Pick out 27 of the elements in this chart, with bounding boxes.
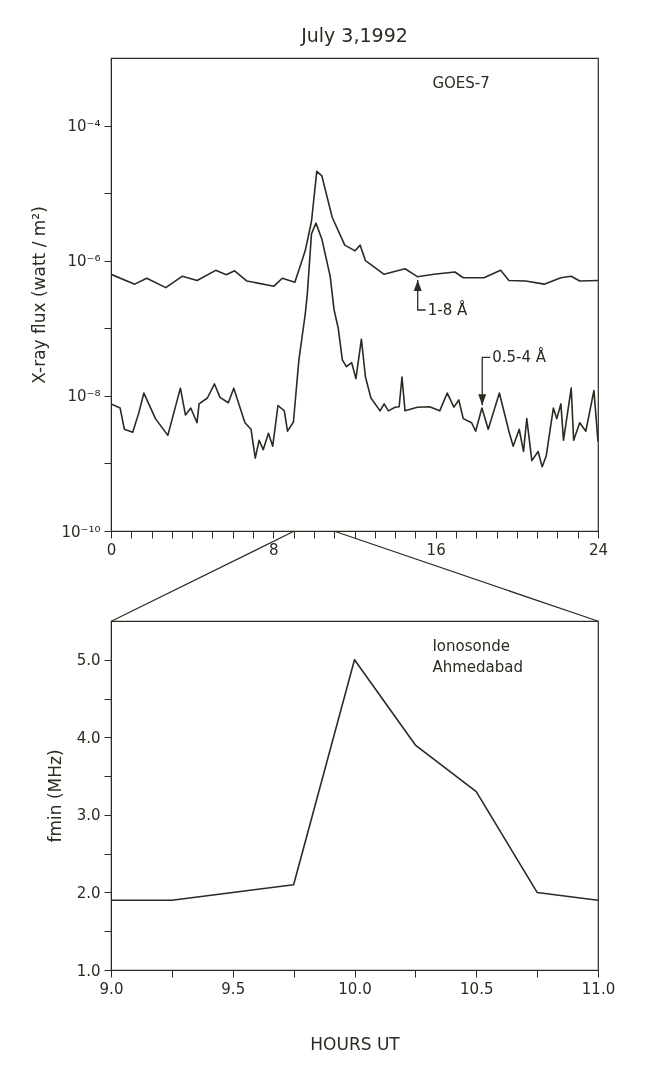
x-tick-label: 11.0 [581,979,616,998]
y-tick-label: 10⁻⁸ [67,387,101,406]
annotation: Ionosonde [432,637,510,655]
x-tick-label: 10.5 [460,979,494,998]
chart-title: July 3,1992 [300,24,408,46]
y-tick-label: 3.0 [76,806,101,825]
y-tick-label: 4.0 [76,728,101,747]
x-tick-label: 24 [588,540,609,559]
x-tick-label: 9.5 [221,979,246,998]
series-label: 0.5-4 Å [492,347,547,367]
y-tick-label: 1.0 [76,961,101,980]
y-tick-label: 2.0 [76,883,101,902]
annotation: GOES-7 [432,74,490,92]
x-tick-label: 8 [269,540,279,559]
y-axis-title: fmin (MHz) [44,749,65,843]
x-tick-label: 9.0 [99,979,124,998]
x-axis-title: HOURS UT [310,1033,401,1054]
x-tick-label: 0 [106,540,117,559]
y-tick-label: 10⁻⁴ [67,117,101,136]
y-tick-label: 10⁻¹⁰ [61,522,101,541]
x-tick-label: 10.0 [338,979,372,998]
annotation: Ahmedabad [432,658,523,676]
x-tick-label: 16 [426,540,446,559]
legend-label: 1-8 Å [427,300,468,319]
y-tick-label: 5.0 [76,651,101,670]
y-tick-label: 10⁻⁶ [67,252,101,271]
y-axis-title: X-ray flux (watt / m²) [29,206,50,384]
